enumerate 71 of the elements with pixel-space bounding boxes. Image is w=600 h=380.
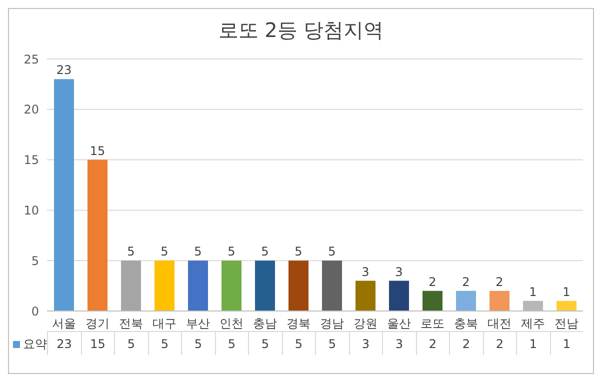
x-tick-label: 로또 xyxy=(420,316,444,331)
text: 1 xyxy=(550,331,583,355)
bar xyxy=(389,280,409,311)
bar xyxy=(88,160,108,311)
text: 5 xyxy=(315,331,348,355)
x-tick-label: 대전 xyxy=(487,316,512,331)
text: 1 xyxy=(516,331,550,355)
data-label: 2 xyxy=(496,274,504,289)
x-tick-label: 부산 xyxy=(186,316,210,331)
data-label: 3 xyxy=(362,264,370,279)
y-tick-label: 15 xyxy=(24,153,39,168)
text: 5 xyxy=(148,331,181,355)
data-label: 5 xyxy=(294,244,302,259)
data-label: 2 xyxy=(428,274,436,289)
x-tick-label: 대구 xyxy=(152,316,176,331)
text: 2 xyxy=(416,331,449,355)
x-tick-label: 경북 xyxy=(286,316,310,331)
text: 3 xyxy=(382,331,416,355)
data-label: 2 xyxy=(462,274,470,289)
data-label: 5 xyxy=(261,244,269,259)
data-label: 1 xyxy=(562,284,570,299)
bar xyxy=(154,260,174,311)
bar xyxy=(490,290,510,311)
x-tick-label: 울산 xyxy=(386,316,411,331)
bar xyxy=(456,290,476,311)
y-tick-label: 10 xyxy=(24,203,39,218)
x-tick-label: 전북 xyxy=(118,316,143,331)
y-tick-label: 20 xyxy=(24,102,39,117)
data-label: 5 xyxy=(127,244,135,259)
text: 2 xyxy=(482,331,516,355)
x-tick-label: 경남 xyxy=(320,316,344,331)
chart-title: 로또 2등 당첨지역 xyxy=(217,17,385,44)
text: 5 xyxy=(214,331,248,355)
x-tick-label: 충남 xyxy=(252,316,277,331)
bar xyxy=(356,280,376,311)
y-tick-label: 5 xyxy=(31,254,39,268)
y-tick-label: 0 xyxy=(31,304,39,318)
text: 15 xyxy=(80,331,114,355)
text: 5 xyxy=(114,331,148,355)
legend-label: 요약 xyxy=(23,336,47,353)
text: 5 xyxy=(181,331,214,355)
bar xyxy=(121,260,141,311)
text: 23 xyxy=(47,331,80,355)
data-label: 15 xyxy=(90,144,106,158)
x-tick-label: 서울 xyxy=(52,316,76,331)
text: 3 xyxy=(348,331,382,355)
bar xyxy=(54,79,74,311)
text: 5 xyxy=(282,331,315,355)
x-tick-label: 경기 xyxy=(85,316,110,331)
y-tick-label: 25 xyxy=(24,52,39,66)
x-tick-label: 제주 xyxy=(520,316,545,331)
bar xyxy=(188,260,208,311)
data-label: 5 xyxy=(228,244,236,259)
x-tick-label: 충북 xyxy=(454,316,478,331)
data-label: 1 xyxy=(529,284,537,299)
x-tick-label: 강원 xyxy=(353,316,378,331)
x-tick-label: 인천 xyxy=(219,316,244,331)
text: 5 xyxy=(248,331,282,355)
data-label: 23 xyxy=(56,63,72,78)
bar xyxy=(255,260,275,311)
text: 2 xyxy=(449,331,482,355)
bar xyxy=(222,260,242,311)
x-tick-label: 전남 xyxy=(554,316,578,331)
bar xyxy=(422,290,442,311)
data-label: 5 xyxy=(194,244,202,259)
bar xyxy=(556,300,576,311)
bar xyxy=(288,260,308,311)
data-label: 5 xyxy=(328,244,336,259)
data-label: 3 xyxy=(395,264,403,279)
data-label: 5 xyxy=(160,244,168,259)
bar xyxy=(322,260,342,311)
